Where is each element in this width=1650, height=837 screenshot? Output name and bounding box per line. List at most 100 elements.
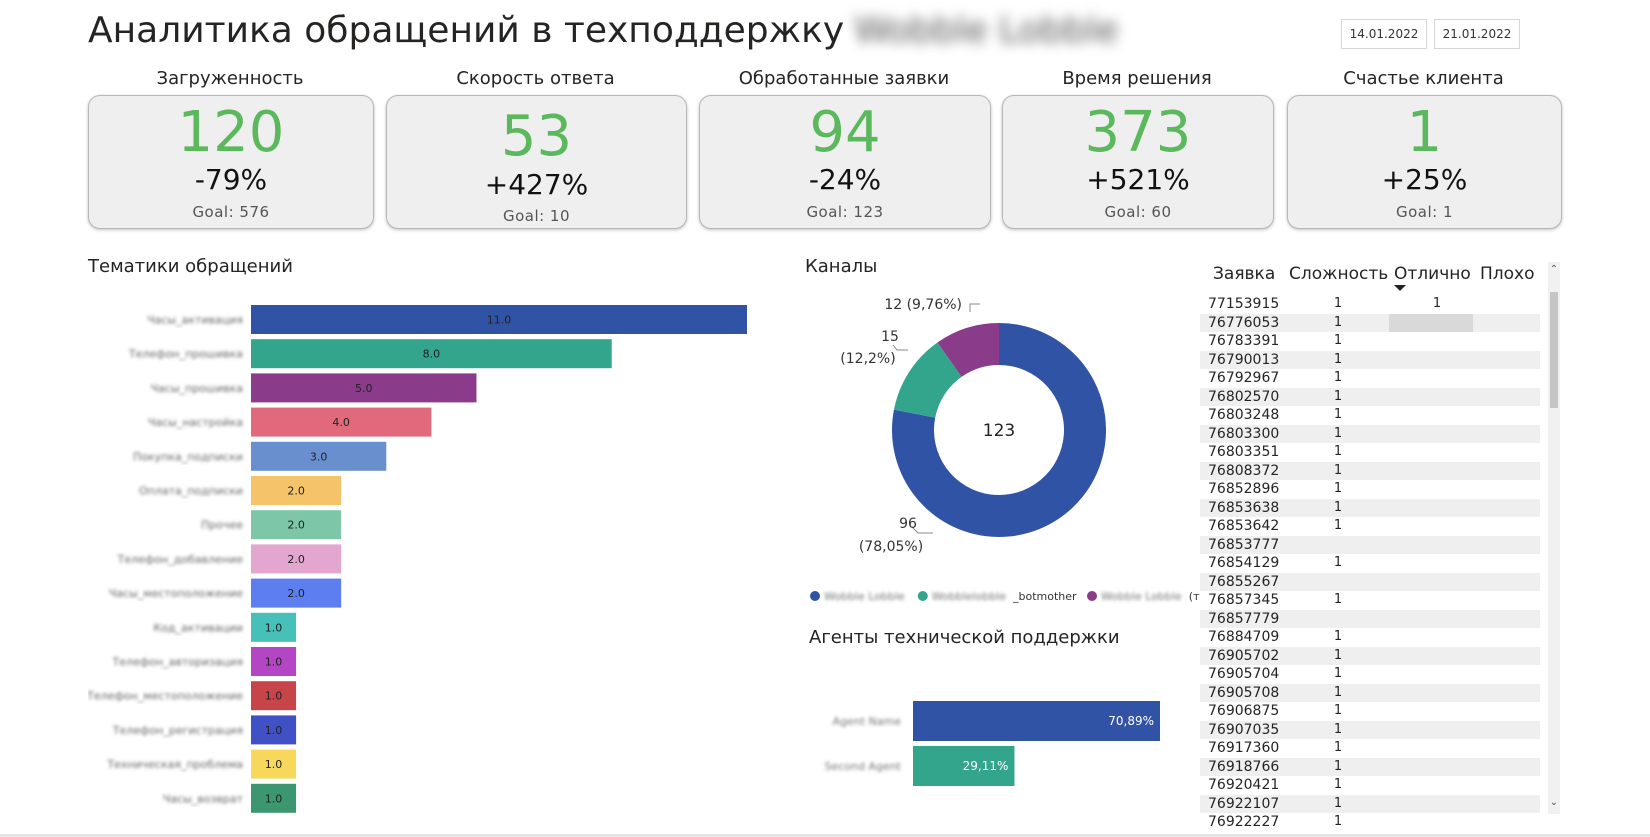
bar[interactable] <box>251 578 342 608</box>
data-label: 1.0 <box>265 656 283 669</box>
scroll-up-icon[interactable]: ⌃ <box>1549 264 1559 275</box>
donut-slice[interactable] <box>937 323 999 377</box>
selected-cell-highlight[interactable] <box>1389 313 1473 332</box>
column-header-bad[interactable]: Плохо <box>1480 264 1535 284</box>
table-row[interactable]: 76853638 1 <box>1200 498 1540 517</box>
complexity-cell: 1 <box>1333 388 1343 404</box>
excellent-cell: 1 <box>1432 296 1442 311</box>
table-row[interactable]: 76792967 1 <box>1200 369 1540 388</box>
table-row[interactable]: 76802570 1 <box>1200 387 1540 406</box>
data-label: 1.0 <box>265 758 283 771</box>
bar[interactable] <box>251 681 297 711</box>
table-row[interactable]: 76803248 1 <box>1200 406 1540 425</box>
table-row[interactable]: 76905704 1 <box>1200 665 1540 684</box>
page-title: Аналитика обращений в техподдержку Wobble… <box>88 10 1118 51</box>
legend-label[interactable]: Wobble Lobble <box>1101 590 1182 603</box>
table-row[interactable]: 76906875 1 <box>1200 702 1540 721</box>
column-header-excellent[interactable]: Отлично <box>1394 264 1471 284</box>
bar[interactable] <box>251 749 297 779</box>
bar[interactable] <box>251 339 612 369</box>
bar[interactable] <box>251 441 387 471</box>
legend-marker[interactable] <box>1087 591 1097 601</box>
table-row[interactable]: 76917360 1 <box>1200 739 1540 758</box>
agent-bar[interactable] <box>913 701 1160 741</box>
sort-desc-icon[interactable] <box>1394 285 1406 291</box>
topics-bar-chart[interactable]: Часы_активация 11.0 Телефон_прошивка 8.0 Час… <box>88 295 768 825</box>
ticket-id-cell: 76905708 <box>1208 684 1280 701</box>
category-label: Техническая_проблема <box>106 758 243 771</box>
bar[interactable] <box>251 612 297 642</box>
complexity-cell: 1 <box>1333 481 1343 496</box>
kpi-card-resolution-time[interactable]: 373 +521% Goal: 60 <box>1002 95 1274 229</box>
kpi-label-processed: Обработанные заявки <box>738 68 950 89</box>
complexity-cell: 1 <box>1333 314 1343 330</box>
date-from-picker[interactable]: 14.01.2022 <box>1341 19 1427 49</box>
table-row[interactable]: 76808372 1 <box>1200 461 1540 480</box>
bar[interactable] <box>251 715 297 745</box>
table-row[interactable]: 76907035 1 <box>1200 720 1540 739</box>
legend-marker[interactable] <box>810 591 820 601</box>
bar[interactable] <box>251 305 747 334</box>
bar[interactable] <box>251 407 432 437</box>
table-row[interactable]: 76922107 1 <box>1200 794 1540 813</box>
kpi-label-resolution-time: Время решения <box>1062 68 1212 89</box>
table-row[interactable]: 76854129 1 <box>1200 554 1540 573</box>
agents-chart-title: Агенты технической поддержки <box>809 627 1120 648</box>
table-row[interactable]: 76922227 1 <box>1200 813 1540 832</box>
ticket-id-cell: 76857345 <box>1208 592 1280 608</box>
table-row[interactable]: 76884709 1 <box>1200 628 1540 647</box>
table-row[interactable]: 76920421 1 <box>1200 776 1540 795</box>
table-row[interactable]: 76790013 1 <box>1200 350 1540 369</box>
ticket-id-cell: 76918766 <box>1208 758 1280 775</box>
column-header-complexity[interactable]: Сложность <box>1289 264 1389 284</box>
complexity-cell: 1 <box>1333 462 1343 478</box>
scroll-down-icon[interactable]: ⌄ <box>1549 797 1559 808</box>
donut-slice[interactable] <box>892 323 1106 537</box>
channels-donut-chart[interactable]: 123 96 (78,05%) 15 (12,2%) 12 (9,76%) Wobble L… <box>800 290 1200 610</box>
data-label: 1.0 <box>265 690 283 703</box>
complexity-cell: 1 <box>1333 351 1343 367</box>
table-row[interactable]: 76803351 1 <box>1200 443 1540 462</box>
table-row[interactable]: 76857779 <box>1200 609 1540 628</box>
bar[interactable] <box>251 476 342 505</box>
kpi-value: 1 <box>1406 100 1443 165</box>
bar[interactable] <box>251 647 297 676</box>
ticket-id-cell: 76853777 <box>1208 536 1280 553</box>
legend-marker[interactable] <box>917 591 928 601</box>
kpi-card-load[interactable]: 120 -79% Goal: 576 <box>88 95 374 229</box>
ticket-id-cell: 76920421 <box>1208 777 1280 793</box>
slice-label: (12,2%) <box>840 351 895 367</box>
bar[interactable] <box>251 373 477 403</box>
table-row[interactable]: 76857345 1 <box>1200 591 1540 610</box>
table-row[interactable]: 76783391 1 <box>1200 332 1540 351</box>
kpi-card-happiness[interactable]: 1 +25% Goal: 1 <box>1287 95 1562 229</box>
table-row[interactable]: 76855267 <box>1200 572 1540 591</box>
column-header-ticket[interactable]: Заявка <box>1213 264 1276 284</box>
donut-slice[interactable] <box>893 342 962 418</box>
table-row[interactable]: 76776053 1 <box>1200 313 1540 332</box>
table-row[interactable]: 76918766 1 <box>1200 757 1540 776</box>
legend-label[interactable]: Wobblelobble <box>932 590 1007 603</box>
category-label: Часы_прошивка <box>150 382 243 395</box>
table-row[interactable]: 76853777 <box>1200 535 1540 554</box>
agent-bar[interactable] <box>913 746 1015 786</box>
bar[interactable] <box>251 544 342 574</box>
table-row[interactable]: 76905708 1 <box>1200 683 1540 702</box>
bar[interactable] <box>251 783 297 813</box>
kpi-card-processed[interactable]: 94 -24% Goal: 123 <box>699 95 991 229</box>
bar[interactable] <box>251 510 342 540</box>
agents-bar-chart[interactable]: Agent Name 70,89% Second Agent 29,11% <box>805 690 1175 800</box>
table-row[interactable]: 76852896 1 <box>1200 480 1540 499</box>
category-label: Часы_возврат <box>163 792 244 805</box>
legend-label[interactable]: Wobble Lobble <box>824 590 905 603</box>
date-to-picker[interactable]: 21.01.2022 <box>1434 19 1520 49</box>
kpi-card-response-speed[interactable]: 53 +427% Goal: 10 <box>386 95 687 229</box>
category-label: Часы_активация <box>147 314 243 327</box>
table-row[interactable]: 76905702 1 <box>1200 646 1540 665</box>
table-row[interactable]: 76853642 1 <box>1200 517 1540 536</box>
data-label: 8.0 <box>423 348 441 361</box>
scrollbar-thumb[interactable] <box>1550 292 1558 408</box>
table-scrollbar[interactable]: ⌃ ⌄ <box>1548 262 1560 814</box>
table-row[interactable]: 77153915 1 1 <box>1200 295 1540 314</box>
table-row[interactable]: 76803300 1 <box>1200 424 1540 443</box>
